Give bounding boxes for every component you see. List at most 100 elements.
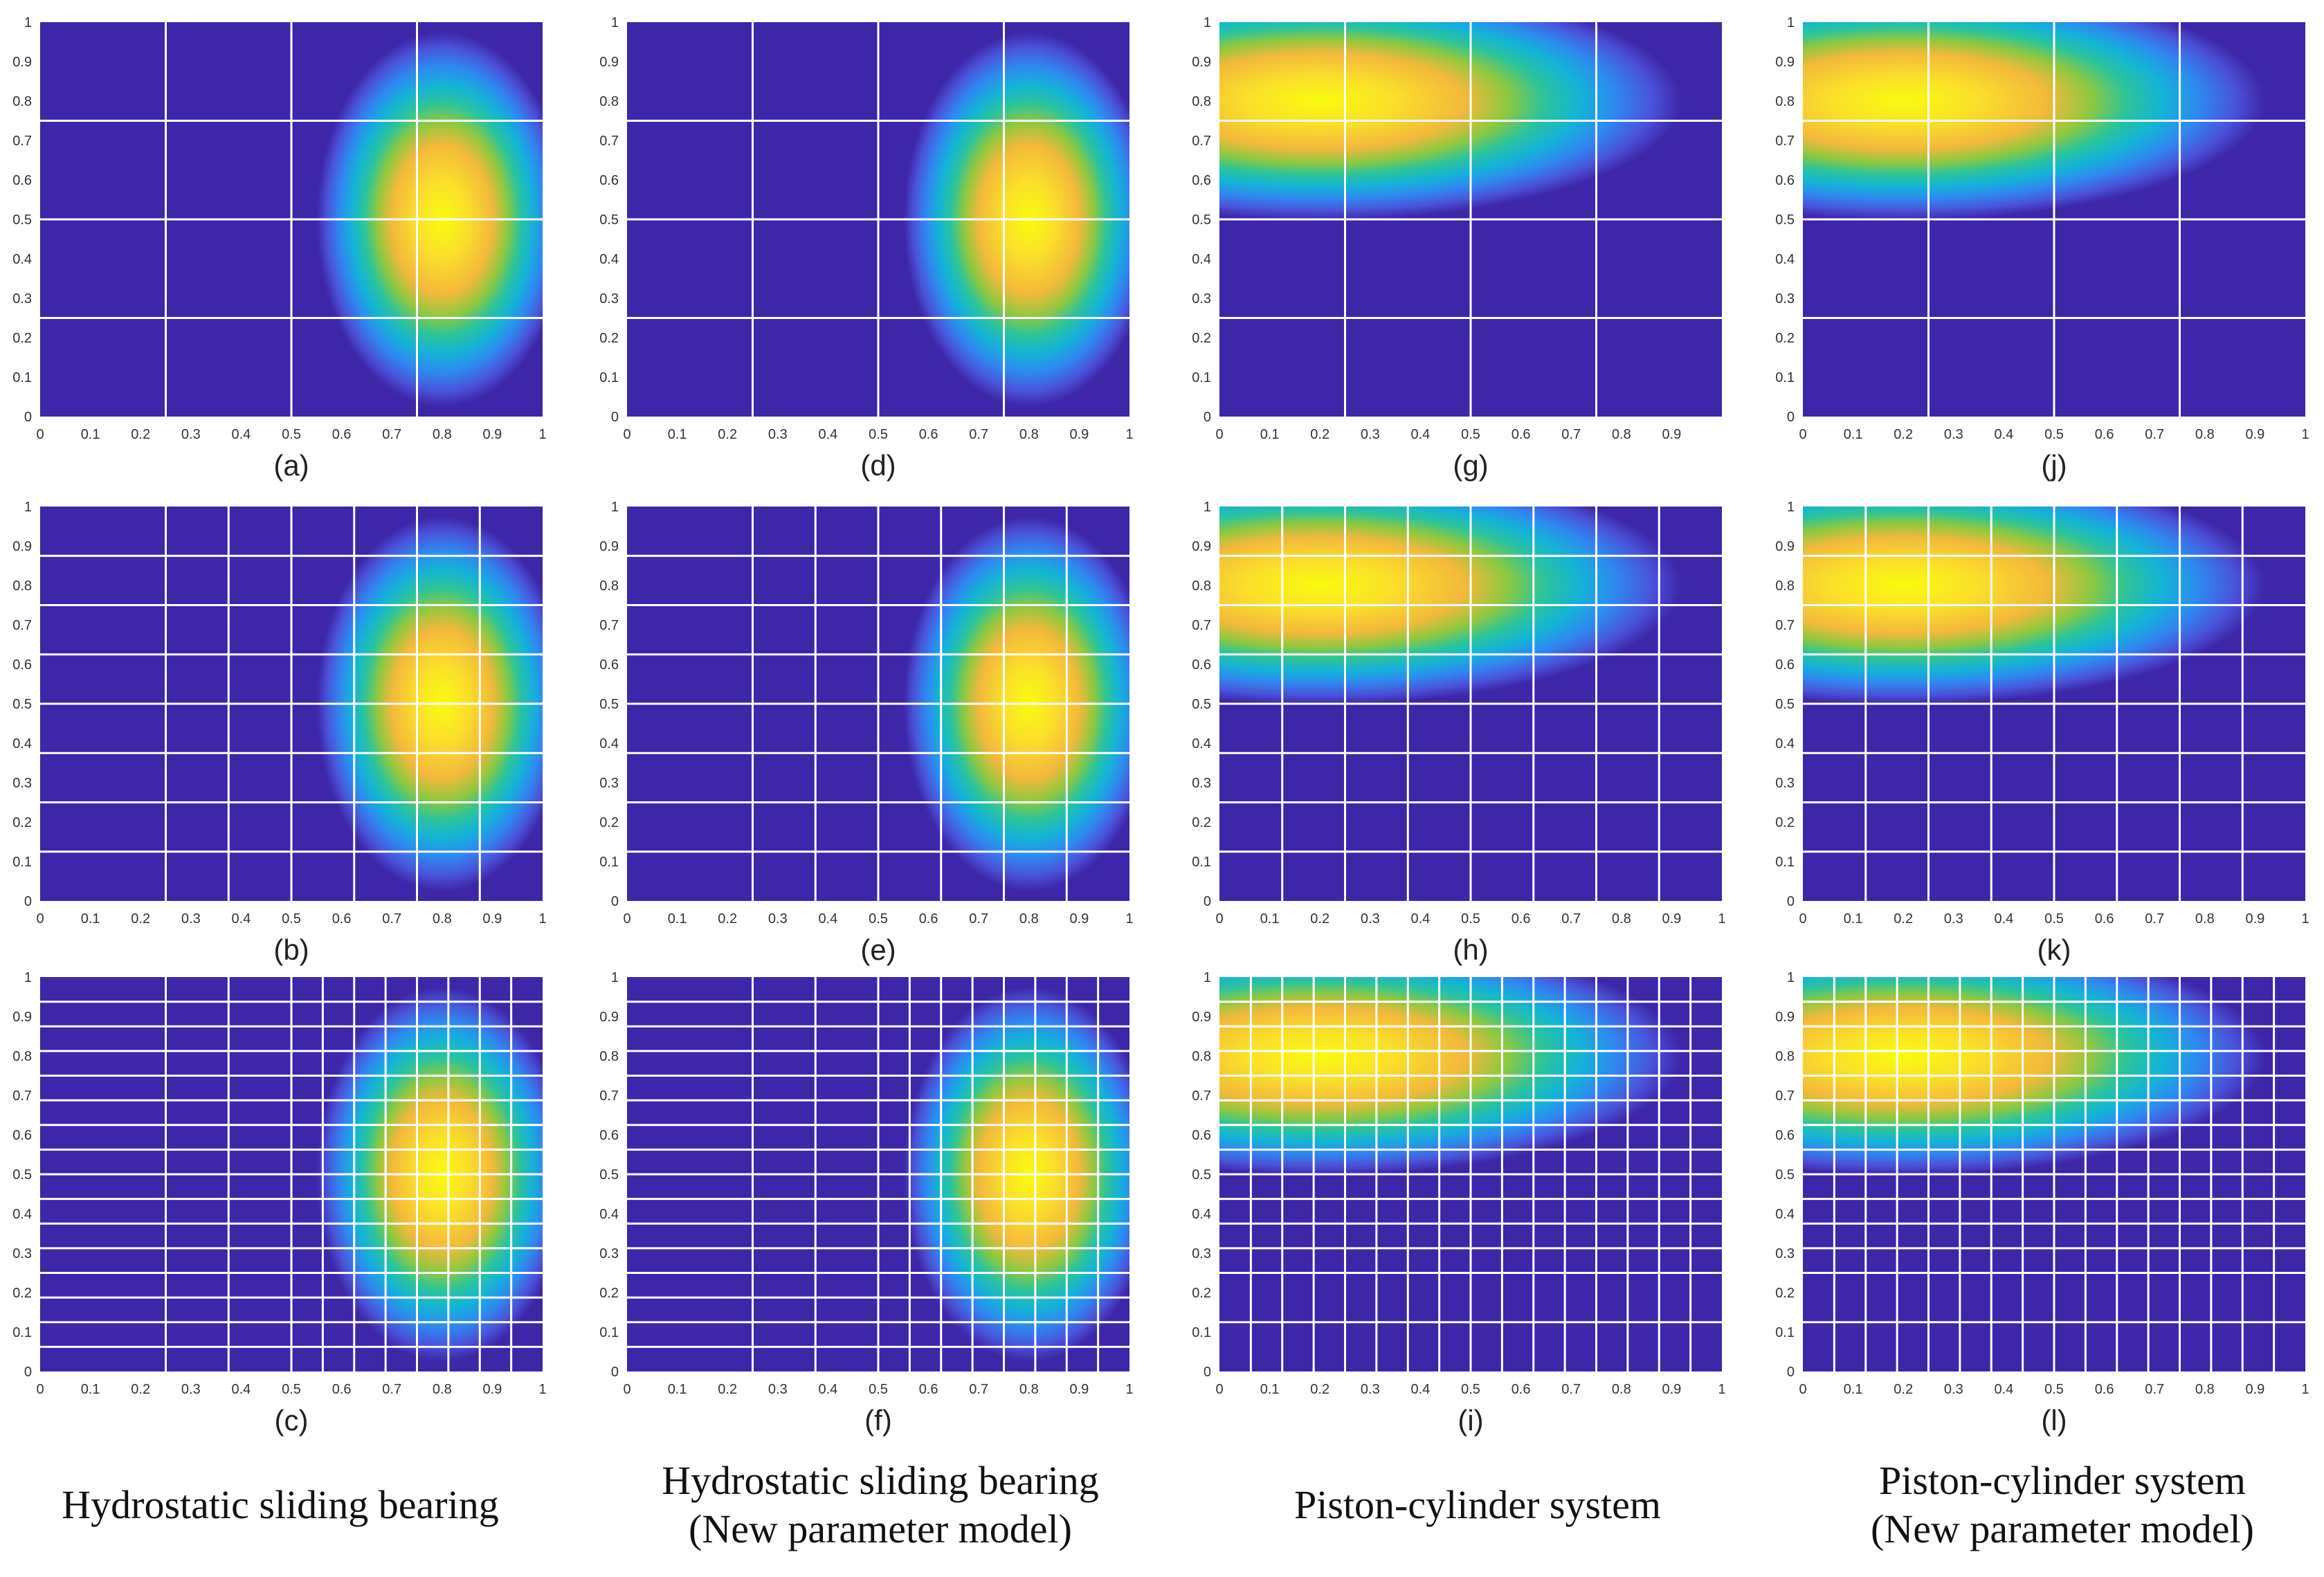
x-tick-label: 0.5 <box>2044 1382 2064 1397</box>
x-tick-label: 0.6 <box>919 1382 938 1397</box>
x-tick-label: 0.7 <box>2145 427 2164 442</box>
y-tick-label: 0.6 <box>1192 657 1211 673</box>
caption-col1: Hydrostatic sliding bearing <box>3 1481 557 1529</box>
x-tick-label: 0.1 <box>1844 911 1863 927</box>
y-tick-label: 0.3 <box>1192 291 1211 307</box>
panel-label: (a) <box>273 449 309 482</box>
x-tick-label: 0.6 <box>2095 1382 2114 1397</box>
x-tick-label: 0.4 <box>231 1382 251 1397</box>
y-tick-label: 0.8 <box>599 578 619 594</box>
x-tick-label: 0.7 <box>1561 427 1581 442</box>
y-tick-label: 0.2 <box>599 1286 619 1301</box>
y-tick-label: 0.3 <box>1192 776 1211 791</box>
y-tick-label: 0.9 <box>1192 539 1211 554</box>
x-tick-label: 0.3 <box>768 911 788 927</box>
x-tick-label: 1 <box>2301 911 2309 927</box>
y-tick-label: 0.4 <box>1775 736 1795 751</box>
y-tick-label: 0.1 <box>12 370 32 385</box>
y-tick-label: 0.1 <box>1192 855 1211 870</box>
y-tick-label: 0.1 <box>12 1325 32 1340</box>
x-tick-label: 0 <box>623 1382 630 1397</box>
y-tick-label: 0.5 <box>599 1167 619 1183</box>
y-tick-label: 0.9 <box>1775 1010 1795 1025</box>
y-tick-label: 0.5 <box>1775 1167 1795 1183</box>
y-tick-label: 0 <box>1787 894 1795 909</box>
x-tick-label: 0.3 <box>181 911 201 927</box>
y-tick-label: 0.7 <box>1775 618 1795 633</box>
panel-k: 0 0.1 0.2 0.3 0.4 0.5 0.6 0.7 0.8 0.9 1 0 0.1 0.2 0.3 0… <box>1775 500 2309 966</box>
y-tick-label: 0.1 <box>12 855 32 870</box>
x-tick-label: 0.6 <box>919 911 938 927</box>
y-tick-label: 0.5 <box>12 1167 32 1183</box>
x-tick-label: 0.3 <box>1361 1382 1380 1397</box>
y-tick-label: 0.5 <box>1192 1167 1211 1183</box>
panel-j: 0 0.1 0.2 0.3 0.4 0.5 0.6 0.7 0.8 0.9 1 0 0.1 0.2 0.3 0… <box>1775 15 2309 482</box>
y-tick-label: 0.4 <box>1192 1207 1211 1222</box>
x-tick-label: 0.9 <box>2245 1382 2264 1397</box>
y-tick-label: 0.1 <box>599 855 619 870</box>
y-tick-label: 0.3 <box>599 291 619 307</box>
y-tick-label: 0.6 <box>12 1128 32 1143</box>
x-tick-label: 0 <box>1799 427 1806 442</box>
y-tick-label: 0.7 <box>1775 1088 1795 1104</box>
caption-col4-line1: Piston-cylinder system <box>1878 1458 2246 1503</box>
y-tick-label: 0.5 <box>1192 212 1211 228</box>
y-tick-label: 0.7 <box>1775 134 1795 149</box>
x-tick-label: 0.1 <box>1844 427 1863 442</box>
y-tick-label: 0.9 <box>12 1010 32 1025</box>
x-tick-label: 0.9 <box>482 427 502 442</box>
x-tick-label: 0.7 <box>382 1382 401 1397</box>
x-tick-label: 0.7 <box>2145 911 2164 927</box>
panel-label: (k) <box>2037 933 2071 966</box>
y-tick-label: 0 <box>24 410 32 425</box>
y-tick-label: 0.3 <box>1775 1246 1795 1261</box>
panel-label: (i) <box>1458 1404 1483 1437</box>
y-tick-label: 1 <box>1204 970 1211 985</box>
y-tick-label: 0.8 <box>12 1049 32 1064</box>
x-tick-label: 0.9 <box>2245 911 2264 927</box>
y-tick-label: 0.4 <box>12 736 32 751</box>
y-tick-label: 0.7 <box>599 618 619 633</box>
y-tick-label: 1 <box>24 500 32 515</box>
x-tick-label: 0.7 <box>2145 1382 2164 1397</box>
x-tick-label: 0.9 <box>1069 911 1089 927</box>
x-tick-label: 0.2 <box>718 911 737 927</box>
y-tick-label: 0.5 <box>599 697 619 712</box>
x-tick-label: 0.1 <box>81 1382 100 1397</box>
y-tick-label: 0.1 <box>1775 1325 1795 1340</box>
y-tick-label: 0.2 <box>12 1286 32 1301</box>
y-tick-label: 0.4 <box>1192 252 1211 267</box>
y-tick-label: 0.9 <box>1192 55 1211 70</box>
y-tick-label: 0.6 <box>1192 1128 1211 1143</box>
x-tick-label: 0.2 <box>1310 911 1329 927</box>
y-tick-label: 1 <box>24 15 32 30</box>
x-tick-label: 0.8 <box>433 427 452 442</box>
x-tick-label: 0.8 <box>1019 911 1039 927</box>
x-tick-label: 0.1 <box>1260 427 1280 442</box>
y-tick-label: 1 <box>1204 15 1211 30</box>
y-tick-label: 0.6 <box>1775 1128 1795 1143</box>
x-tick-label: 0.5 <box>869 1382 888 1397</box>
y-tick-label: 0 <box>24 894 32 909</box>
y-tick-label: 0.6 <box>1775 173 1795 188</box>
y-tick-label: 0.7 <box>599 1088 619 1104</box>
x-tick-label: 1 <box>1125 911 1133 927</box>
x-tick-label: 0.8 <box>433 1382 452 1397</box>
y-tick-label: 0.1 <box>599 370 619 385</box>
x-tick-label: 0.3 <box>1944 911 1963 927</box>
x-tick-label: 0.5 <box>869 911 888 927</box>
x-tick-label: 0.8 <box>2195 1382 2215 1397</box>
x-tick-label: 0.2 <box>131 1382 150 1397</box>
y-tick-label: 0.4 <box>12 252 32 267</box>
y-tick-label: 0.2 <box>1775 815 1795 830</box>
x-tick-label: 0.3 <box>1944 427 1963 442</box>
panel-a: 0 0.1 0.2 0.3 0.4 0.5 0.6 0.7 0.8 0.9 1 0 0.1 0.2 0.3 0… <box>12 15 546 482</box>
x-tick-label: 0.7 <box>382 911 401 927</box>
y-tick-label: 0.9 <box>599 55 619 70</box>
x-tick-label: 0.5 <box>869 427 888 442</box>
y-tick-label: 0.9 <box>12 539 32 554</box>
caption-col2-line2: (New parameter model) <box>689 1506 1072 1551</box>
x-tick-label: 0.9 <box>1662 911 1681 927</box>
x-tick-label: 0.8 <box>1019 427 1039 442</box>
y-tick-label: 0.7 <box>599 134 619 149</box>
